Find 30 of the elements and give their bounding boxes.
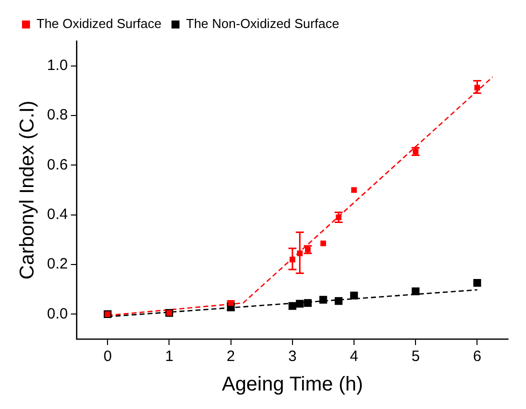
x-tick-label: 5 [411,348,420,366]
x-tick-label: 3 [288,348,297,366]
point [320,240,326,246]
y-tick-label: 0.6 [46,156,68,174]
x-tick-label: 0 [103,348,112,366]
x-tick-label: 1 [165,348,174,366]
y-tick-label: 0.2 [46,256,68,273]
x-axis-title: Ageing Time (h) [222,374,364,396]
y-tick-label: 0.4 [46,206,68,223]
point [474,84,480,91]
point [296,250,303,256]
x-tick-label: 4 [350,348,358,366]
y-tick-label: 1.0 [46,56,68,74]
point [473,278,482,287]
point [296,300,304,308]
point [350,292,358,300]
point [351,187,357,193]
point [288,302,296,310]
y-tick-label: 0.0 [46,305,68,322]
point [319,296,328,304]
y-axis-title: Carbonyl Index (C.I) [16,100,39,280]
x-tick-label: 6 [473,348,482,366]
point [412,287,420,296]
point [304,299,312,307]
legend-label: The Oxidized Surface [36,16,162,32]
y-tick-label: 0.8 [46,106,68,124]
legend-label: The Non-Oxidized Surface [186,16,340,32]
point [290,256,296,262]
x-tick-label: 2 [226,348,236,366]
point [334,297,343,305]
